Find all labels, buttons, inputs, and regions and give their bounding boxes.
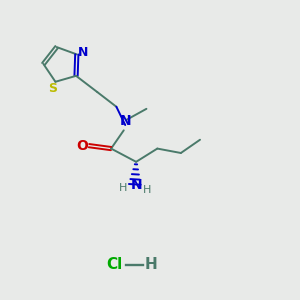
Text: O: O [76, 139, 88, 153]
Text: H: H [144, 257, 157, 272]
Text: S: S [49, 82, 58, 95]
Text: Cl: Cl [106, 257, 123, 272]
Text: H: H [119, 183, 128, 193]
Text: N: N [78, 46, 88, 59]
Text: N: N [130, 178, 142, 192]
Text: H: H [143, 185, 151, 195]
Text: N: N [119, 114, 131, 128]
